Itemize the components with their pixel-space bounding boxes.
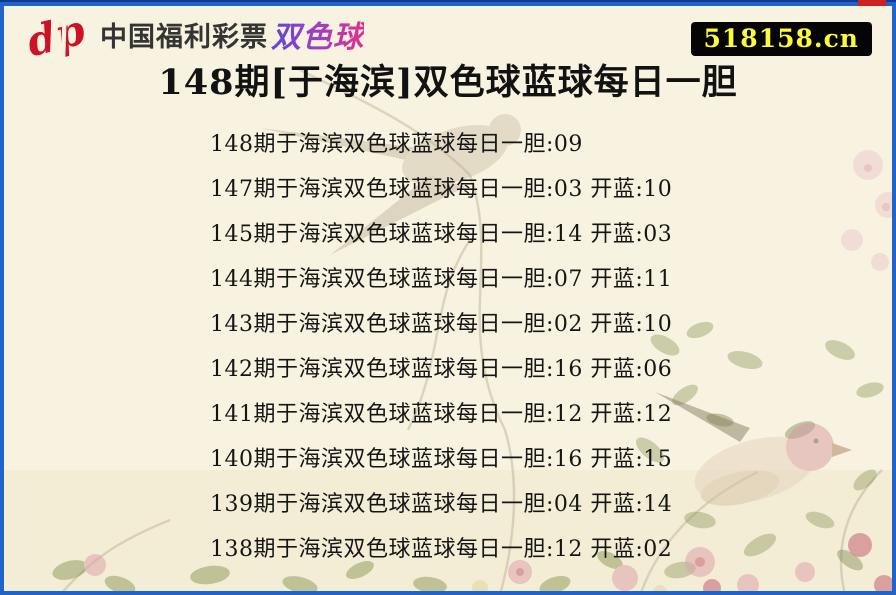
site-url-badge[interactable]: 518158.cn xyxy=(690,22,872,56)
pink-headed-bird-icon xyxy=(655,392,852,506)
header: dp 中国福利彩票 双色球 518158.cn xyxy=(18,8,878,60)
logo-text: 中国福利彩票 xyxy=(100,21,268,52)
frame-top-line xyxy=(0,0,896,2)
entry-row: 141期于海滨双色球蓝球每日一胆:12 开蓝:12 xyxy=(210,402,673,427)
entries-list: 148期于海滨双色球蓝球每日一胆:09 147期于海滨双色球蓝球每日一胆:03 … xyxy=(210,122,896,572)
entry-row: 142期于海滨双色球蓝球每日一胆:16 开蓝:06 xyxy=(210,357,673,382)
entry-row: 148期于海滨双色球蓝球每日一胆:09 xyxy=(210,132,583,157)
page-title: 148期[于海滨]双色球蓝球每日一胆 xyxy=(158,62,738,103)
entry-row: 144期于海滨双色球蓝球每日一胆:07 开蓝:11 xyxy=(210,267,673,292)
foliage-right xyxy=(635,321,884,579)
entry-row: 140期于海滨双色球蓝球每日一胆:16 开蓝:15 xyxy=(210,447,673,472)
frame-red-accent xyxy=(858,0,886,6)
entry-row: 147期于海滨双色球蓝球每日一胆:03 开蓝:10 xyxy=(210,177,673,202)
flowers-bottom xyxy=(52,533,894,595)
cp-lottery-logo-icon: dp xyxy=(22,10,90,58)
blossoms-right-edge xyxy=(841,150,896,271)
entry-row: 143期于海滨双色球蓝球每日一胆:02 开蓝:10 xyxy=(210,312,673,337)
svg-text:dp: dp xyxy=(22,10,90,58)
entry-row: 145期于海滨双色球蓝球每日一胆:14 开蓝:03 xyxy=(210,222,673,247)
logo-brand-text: 双色球 xyxy=(271,12,364,56)
entry-row: 139期于海滨双色球蓝球每日一胆:04 开蓝:14 xyxy=(210,492,673,517)
site-logo[interactable]: dp 中国福利彩票 双色球 xyxy=(20,10,364,58)
faded-bird-icon xyxy=(260,114,521,255)
entry-row: 138期于海滨双色球蓝球每日一胆:12 开蓝:02 xyxy=(210,537,673,562)
